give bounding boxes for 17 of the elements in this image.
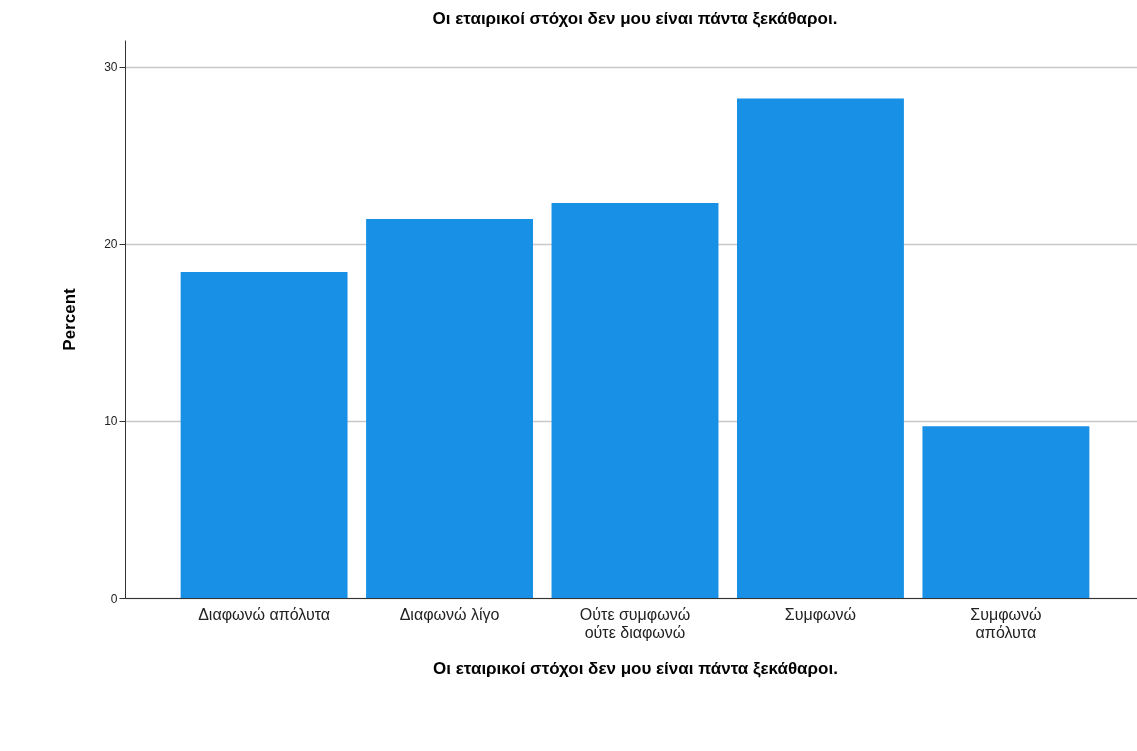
bar [180, 272, 348, 598]
bar [551, 202, 719, 598]
y-tick-label: 0 [110, 591, 118, 606]
y-tick-label: 10 [104, 414, 118, 429]
y-axis-title: Percent [60, 287, 80, 351]
bar [737, 98, 904, 598]
chart-title: Οι εταιρικοί στόχοι δεν μου είναι πάντα ξεκάθαροι. [432, 9, 838, 28]
x-tick-label: Διαφωνώ λίγο [399, 605, 500, 623]
bar [366, 218, 533, 598]
y-tick-label: 30 [104, 60, 118, 75]
x-axis-title: Οι εταιρικοί στόχοι δεν μου είναι πάντα ξεκάθαροι. [433, 658, 838, 678]
x-tick-label: Ούτε συμφωνώ ούτε διαφωνώ [579, 605, 691, 641]
bar [922, 426, 1090, 598]
x-tick-label: Συμφωνώ απόλυτα [970, 605, 1042, 641]
y-tick-label: 20 [104, 237, 118, 252]
x-tick-label: Συμφωνώ [784, 605, 857, 623]
x-tick-label: Διαφωνώ απόλυτα [198, 605, 331, 623]
